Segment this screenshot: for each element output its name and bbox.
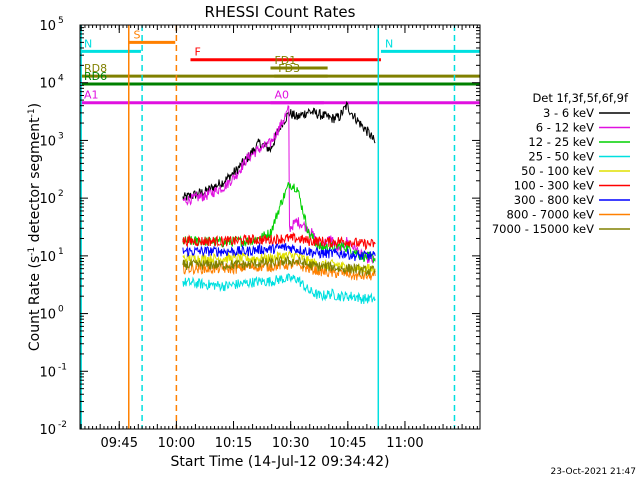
y-axis-title: Count Rate (s-1 detector segment-1) <box>27 103 43 351</box>
y-axis-title-suffix: ) <box>27 103 43 108</box>
x-tick-label: 10:00 <box>158 436 195 451</box>
vertical-lines-layer <box>80 25 456 429</box>
x-tick-label: 10:15 <box>215 436 252 451</box>
flag-label-a1: A1 <box>84 89 99 102</box>
timestamp: 23-Oct-2021 21:47 <box>551 467 636 477</box>
legend-entry-label: 50 - 100 keV <box>521 164 594 178</box>
flag-label-n: N <box>385 37 393 50</box>
flag-label-n: N <box>84 37 92 50</box>
y-tick-label: 10 <box>39 365 56 380</box>
y-tick-exponent: -2 <box>58 420 67 430</box>
y-tick-label: 10 <box>39 308 56 323</box>
flag-label-s: S <box>134 28 141 41</box>
series-line-5 <box>182 231 376 251</box>
y-tick-label: 10 <box>39 77 56 92</box>
x-tick-label: 09:45 <box>101 436 138 451</box>
plot-frame <box>79 24 481 430</box>
series-layer <box>182 100 376 305</box>
y-tick-exponent: 1 <box>58 247 64 257</box>
flag-label-f: F <box>194 46 200 59</box>
y-tick-exponent: 4 <box>58 74 64 84</box>
series-line-6 <box>182 242 376 262</box>
y-axis-title-prefix: Count Rate (s <box>27 256 43 351</box>
legend-entry-label: 7000 - 15000 keV <box>492 222 594 236</box>
y-tick-exponent: 2 <box>58 189 64 199</box>
series-line-4 <box>182 250 376 275</box>
legend-entry-label: 800 - 7000 keV <box>506 208 594 222</box>
flag-label-rd6: RD6 <box>84 70 107 83</box>
y-tick-label: 10 <box>39 423 56 438</box>
flag-label-a0: A0 <box>274 89 289 102</box>
y-tick-exponent: 0 <box>58 305 64 315</box>
y-tick-exponent: 3 <box>58 131 64 141</box>
flag-label-fd3: FD3 <box>278 62 300 75</box>
x-axis-title: Start Time (14-Jul-12 09:34:42) <box>170 454 389 470</box>
legend-entry-label: 100 - 300 keV <box>514 179 594 193</box>
x-tick-label: 10:30 <box>272 436 309 451</box>
series-line-0 <box>182 100 376 201</box>
series-line-3 <box>182 273 376 305</box>
chart-title: RHESSI Count Rates <box>205 3 356 21</box>
series-line-8 <box>182 255 376 276</box>
legend-entry-label: 6 - 12 keV <box>536 121 594 135</box>
flag-label-rd8: RD8 <box>84 62 107 75</box>
y-tick-exponent: 5 <box>58 16 64 26</box>
legend-entry-label: 12 - 25 keV <box>528 135 594 149</box>
y-tick-label: 10 <box>39 192 56 207</box>
y-tick-label: 10 <box>39 250 56 265</box>
y-tick-label: 10 <box>39 19 56 34</box>
x-axis-ticks: 09:45 10:00 10:15 10:30 10:45 11:00 <box>80 25 478 451</box>
x-tick-label: 11:00 <box>386 436 423 451</box>
flag-label-fd1: FD1 <box>274 54 296 67</box>
legend-title: Det 1f,3f,5f,6f,9f <box>532 91 628 105</box>
x-tick-label: 10:45 <box>329 436 366 451</box>
legend-entry-label: 3 - 6 keV <box>543 106 594 120</box>
legend-entry-label: 25 - 50 keV <box>528 150 594 164</box>
y-axis-title-sup1: -1 <box>27 247 37 256</box>
y-axis-title-sup2: -1 <box>27 108 37 117</box>
y-tick-exponent: -1 <box>58 362 67 372</box>
y-tick-label: 10 <box>39 134 56 149</box>
y-axis-title-middle: detector segment <box>27 117 43 247</box>
legend-entry-label: 300 - 800 keV <box>514 193 594 207</box>
